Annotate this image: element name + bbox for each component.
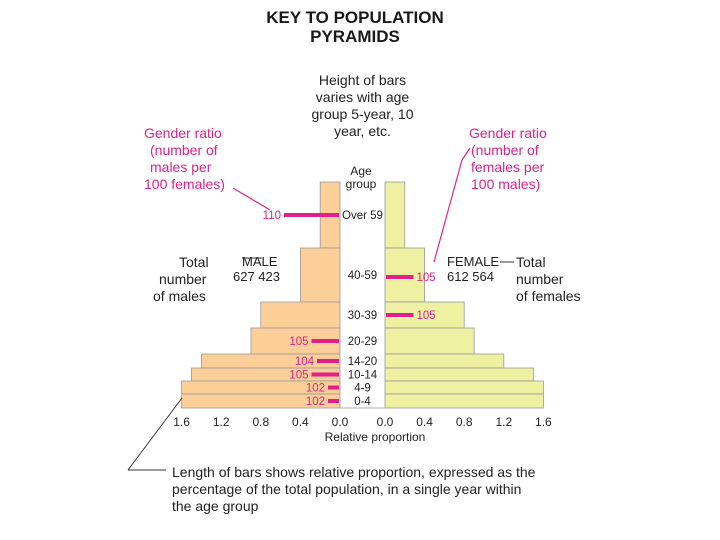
total-females-line: number: [516, 271, 564, 287]
gender-right-line: females per: [471, 159, 545, 175]
length-note-line: the age group: [172, 498, 259, 514]
gender-right-line: (number of: [471, 142, 539, 158]
female-bar: [384, 353, 505, 369]
age-group-label: 20-29: [348, 336, 377, 348]
male-tick-label: 0.8: [252, 415, 269, 429]
male-ratio-label: 102: [306, 383, 325, 395]
total-females-line: of females: [516, 288, 581, 304]
total-females-note: Total number of females: [516, 254, 606, 305]
age-group-label: 30-39: [348, 310, 377, 322]
height-note: Height of bars varies with age group 5-y…: [295, 72, 430, 140]
age-group-header: Age group: [338, 165, 384, 191]
male-bar: [299, 247, 341, 303]
gender-ratio-right-note: Gender ratio (number of females per 100 …: [469, 125, 579, 193]
gender-ratio-left-note: Gender ratio (number of males per 100 fe…: [144, 125, 244, 193]
gender-right-leader: [461, 147, 471, 161]
female-bar: [384, 181, 406, 249]
age-group-label: 14-20: [348, 356, 377, 368]
male-ratio-label: 102: [306, 396, 325, 408]
total-females-line: Total: [516, 254, 546, 270]
female-tick-label: 1.6: [535, 415, 552, 429]
total-males-line: number: [159, 271, 207, 287]
female-tick-label: 0.4: [416, 415, 433, 429]
age-group-label: 0-4: [354, 396, 371, 408]
male-ratio-label: 110: [263, 210, 281, 222]
female-tick-label: 1.2: [495, 415, 512, 429]
female-bar: [384, 327, 475, 355]
age-group-label: 10-14: [348, 370, 378, 382]
length-note-leader: [127, 397, 183, 471]
male-tick-label: 1.6: [173, 415, 190, 429]
female-label-count: 612 564: [447, 269, 494, 284]
total-males-line: of males: [153, 288, 206, 304]
title-line-2: PYRAMIDS: [310, 27, 400, 46]
female-label: FEMALE 612 564: [447, 254, 517, 284]
gender-right-leader-lower: [433, 159, 463, 263]
female-ratio-label: 105: [417, 272, 436, 284]
age-header-line: Age: [350, 164, 372, 178]
age-group-label: Over 59: [342, 210, 383, 222]
female-label-name: FEMALE: [447, 254, 500, 269]
total-males-line: Total: [179, 254, 209, 270]
gender-left-line: males per: [150, 159, 212, 175]
male-tick-label: 0.0: [332, 415, 349, 429]
title-line-1: KEY TO POPULATION: [266, 8, 444, 27]
male-tick-label: 1.2: [213, 415, 230, 429]
age-header-line: group: [345, 177, 377, 191]
length-note: Length of bars shows relative proportion…: [172, 464, 592, 515]
female-bar: [384, 367, 534, 382]
male-tick-label: 0.4: [292, 415, 309, 429]
height-note-line: group 5-year, 10: [311, 106, 414, 122]
gender-left-line: (number of: [150, 142, 218, 158]
length-note-line: percentage of the total population, in a…: [172, 481, 522, 497]
gender-right-line: 100 males): [471, 176, 541, 192]
male-ratio-label: 105: [289, 370, 308, 382]
gender-left-line: Gender ratio: [144, 125, 222, 141]
age-group-label: 4-9: [354, 383, 371, 395]
x-axis-title: Relative proportion: [324, 430, 426, 444]
length-note-line: Length of bars shows relative proportion…: [172, 464, 536, 480]
female-ratio-label: 105: [417, 310, 436, 322]
height-note-line: year, etc.: [334, 123, 391, 139]
age-group-label: 40-59: [348, 270, 377, 282]
diagram-title: KEY TO POPULATION PYRAMIDS: [230, 8, 480, 46]
gender-left-leader: [232, 187, 271, 211]
female-tick-label: 0.0: [377, 415, 394, 429]
male-label-count: 627 423: [233, 269, 280, 284]
male-bar: [260, 301, 341, 329]
gender-left-line: 100 females): [144, 176, 225, 192]
gender-right-line: Gender ratio: [469, 125, 547, 141]
female-bar: [384, 380, 544, 395]
male-ratio-label: 105: [289, 336, 308, 348]
female-bar: [384, 393, 544, 409]
male-ratio-label: 104: [295, 356, 315, 368]
height-note-line: Height of bars: [318, 72, 407, 88]
female-tick-label: 0.8: [456, 415, 473, 429]
height-note-line: varies with age: [315, 89, 410, 105]
total-males-note: Total number of males: [153, 254, 223, 305]
